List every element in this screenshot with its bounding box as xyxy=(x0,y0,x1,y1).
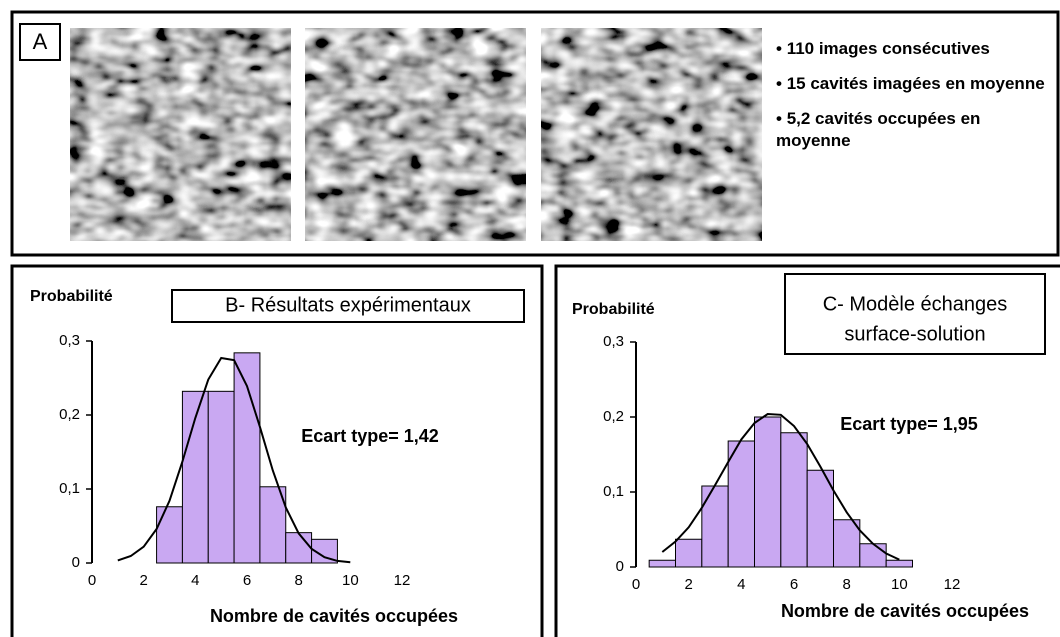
bullet-list: 110 images consécutives 15 cavités imagé… xyxy=(776,38,1058,165)
bar xyxy=(727,440,756,568)
bar xyxy=(207,390,235,564)
x-tick-label: 2 xyxy=(139,572,147,589)
chart-title: surface-solution xyxy=(844,323,985,345)
panel-c-frame xyxy=(554,264,1060,637)
bar xyxy=(648,559,677,568)
stm-image xyxy=(541,28,762,241)
y-axis-label: Probabilité xyxy=(572,301,655,318)
x-tick-label: 12 xyxy=(394,572,411,589)
bar xyxy=(259,486,287,564)
y-tick-label: 0,1 xyxy=(59,480,80,497)
bar xyxy=(311,538,338,564)
x-tick-label: 2 xyxy=(684,576,692,593)
bullet: 5,2 cavités occupées en moyenne xyxy=(776,108,1058,152)
y-tick-label: 0,2 xyxy=(59,406,80,423)
panel-a-frame xyxy=(10,10,1060,257)
fit-curve xyxy=(661,412,900,561)
panel-b-frame xyxy=(10,264,544,637)
x-tick-label: 8 xyxy=(294,572,302,589)
x-tick-label: 4 xyxy=(737,576,745,593)
x-tick-label: 6 xyxy=(790,576,798,593)
x-tick-label: 8 xyxy=(842,576,850,593)
x-tick-label: 10 xyxy=(342,572,359,589)
bullet: 15 cavités imagées en moyenne xyxy=(776,73,1058,95)
x-tick-label: 12 xyxy=(944,576,961,593)
title-box xyxy=(171,289,525,323)
chart-title: B- Résultats expérimentaux xyxy=(225,294,471,316)
y-axis-label: Probabilité xyxy=(30,288,113,305)
x-tick-label: 0 xyxy=(632,576,640,593)
bar xyxy=(833,519,861,568)
y-tick-label: 0,1 xyxy=(603,483,624,500)
bar xyxy=(754,416,782,568)
bar xyxy=(156,506,183,564)
bar xyxy=(701,485,729,568)
bar xyxy=(285,532,313,564)
x-tick-label: 6 xyxy=(243,572,251,589)
bar xyxy=(806,469,835,568)
x-axis-label: Nombre de cavités occupées xyxy=(781,601,1029,621)
y-tick-label: 0,3 xyxy=(603,333,624,350)
x-tick-label: 10 xyxy=(891,576,908,593)
title-box xyxy=(784,273,1046,355)
chart-title: C- Modèle échanges xyxy=(823,293,1008,315)
bullet: 110 images consécutives xyxy=(776,38,1058,60)
bar xyxy=(885,559,914,568)
stm-image xyxy=(305,28,526,241)
annotation: Ecart type= 1,95 xyxy=(840,414,978,434)
y-tick-label: 0,2 xyxy=(603,408,624,425)
stm-image xyxy=(70,28,291,241)
y-tick-label: 0,3 xyxy=(59,332,80,349)
y-tick-label: 0 xyxy=(616,558,624,575)
bar xyxy=(780,432,808,568)
x-axis-label: Nombre de cavités occupées xyxy=(210,606,458,626)
panel-a-label: A xyxy=(33,29,48,54)
x-tick-label: 4 xyxy=(191,572,199,589)
x-tick-label: 0 xyxy=(88,572,96,589)
y-tick-label: 0 xyxy=(72,554,80,571)
annotation: Ecart type= 1,42 xyxy=(301,426,439,446)
panel-a-label-box xyxy=(19,23,61,61)
bar xyxy=(859,543,887,568)
bar xyxy=(675,538,703,568)
fit-curve xyxy=(117,356,351,564)
